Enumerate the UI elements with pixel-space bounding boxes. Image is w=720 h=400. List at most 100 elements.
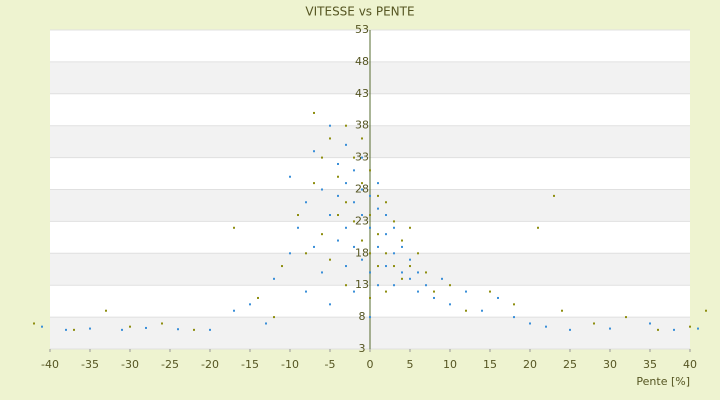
- point: [497, 296, 499, 299]
- x-tick-label: 0: [367, 358, 374, 371]
- y-tick-label: 33: [355, 151, 369, 164]
- point: [361, 214, 363, 217]
- x-tick-label: 25: [563, 358, 577, 371]
- point: [353, 201, 355, 204]
- x-tick-label: 10: [443, 358, 457, 371]
- point: [361, 239, 363, 242]
- point: [417, 290, 419, 293]
- point: [401, 277, 403, 280]
- point: [289, 252, 291, 255]
- y-tick-label: 43: [355, 87, 369, 100]
- point: [441, 277, 443, 280]
- point: [353, 290, 355, 293]
- point: [417, 252, 419, 255]
- point: [177, 328, 179, 331]
- point: [281, 265, 283, 268]
- point: [369, 214, 371, 217]
- point: [361, 156, 363, 159]
- point: [609, 327, 611, 330]
- x-tick-label: -5: [325, 358, 336, 371]
- point: [337, 239, 339, 242]
- point: [369, 316, 371, 319]
- point: [385, 265, 387, 268]
- point: [433, 290, 435, 293]
- point: [369, 226, 371, 229]
- y-tick-label: 3: [359, 342, 366, 355]
- point: [417, 271, 419, 274]
- point: [353, 220, 355, 223]
- point: [377, 207, 379, 210]
- point: [89, 327, 91, 330]
- point: [465, 290, 467, 293]
- point: [345, 124, 347, 127]
- point: [73, 328, 75, 331]
- point: [361, 188, 363, 191]
- point: [385, 233, 387, 236]
- point: [409, 265, 411, 268]
- point: [321, 233, 323, 236]
- point: [657, 328, 659, 331]
- point: [337, 214, 339, 217]
- point: [345, 143, 347, 146]
- point: [41, 325, 43, 328]
- point: [305, 252, 307, 255]
- x-tick-label: 20: [523, 358, 537, 371]
- point: [129, 325, 131, 328]
- point: [705, 309, 707, 312]
- point: [321, 188, 323, 191]
- y-tick-label: 13: [355, 278, 369, 291]
- point: [313, 182, 315, 185]
- point: [305, 290, 307, 293]
- point: [409, 226, 411, 229]
- point: [329, 258, 331, 261]
- x-tick-label: -10: [281, 358, 299, 371]
- point: [257, 296, 259, 299]
- point: [529, 322, 531, 325]
- point: [425, 284, 427, 287]
- x-tick-label: -40: [41, 358, 59, 371]
- point: [513, 316, 515, 319]
- point: [393, 284, 395, 287]
- x-tick-label: 40: [683, 358, 697, 371]
- x-tick-label: -20: [201, 358, 219, 371]
- point: [297, 226, 299, 229]
- point: [329, 303, 331, 306]
- point: [569, 328, 571, 331]
- x-tick-label: -35: [81, 358, 99, 371]
- x-tick-label: -15: [241, 358, 259, 371]
- point: [369, 169, 371, 172]
- point: [401, 271, 403, 274]
- y-tick-label: 48: [355, 55, 369, 68]
- point: [65, 328, 67, 331]
- point: [673, 328, 675, 331]
- point: [265, 322, 267, 325]
- point: [449, 303, 451, 306]
- point: [377, 245, 379, 248]
- point: [273, 316, 275, 319]
- point: [353, 169, 355, 172]
- point: [361, 137, 363, 140]
- point: [289, 175, 291, 178]
- point: [337, 162, 339, 165]
- point: [329, 124, 331, 127]
- point: [433, 296, 435, 299]
- point: [697, 327, 699, 330]
- point: [465, 309, 467, 312]
- point: [273, 277, 275, 280]
- point: [625, 316, 627, 319]
- point: [297, 214, 299, 217]
- point: [649, 322, 651, 325]
- point: [401, 239, 403, 242]
- point: [313, 245, 315, 248]
- point: [369, 271, 371, 274]
- x-tick-label: 15: [483, 358, 497, 371]
- point: [369, 194, 371, 197]
- y-tick-label: 23: [355, 214, 369, 227]
- point: [369, 252, 371, 255]
- point: [377, 284, 379, 287]
- point: [193, 328, 195, 331]
- point: [409, 277, 411, 280]
- point: [313, 150, 315, 153]
- point: [345, 226, 347, 229]
